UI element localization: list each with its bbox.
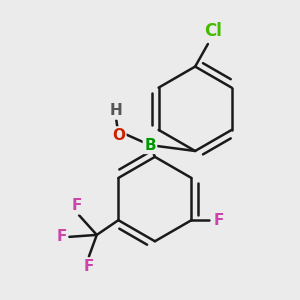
Text: F: F [214,213,224,228]
Text: Cl: Cl [204,22,222,40]
Text: F: F [84,259,94,274]
Text: O: O [112,128,125,143]
Text: B: B [144,138,156,153]
Text: H: H [109,103,122,118]
Text: F: F [56,230,67,244]
Text: F: F [72,198,82,213]
